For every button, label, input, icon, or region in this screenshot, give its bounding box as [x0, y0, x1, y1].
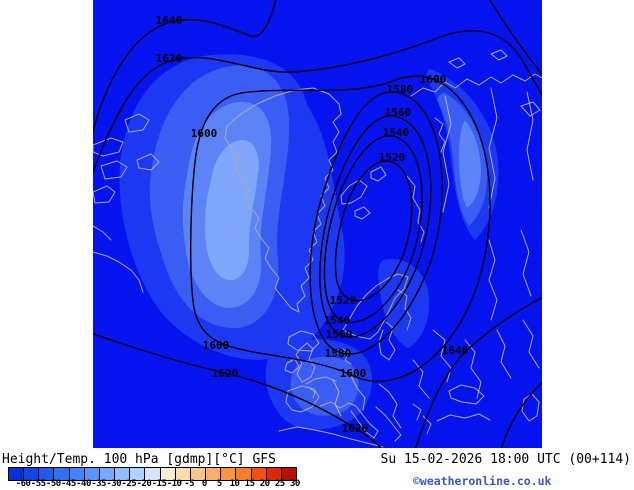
scale-cell [190, 468, 207, 480]
scale-label: -10 [166, 479, 182, 489]
contour-label: 1580 [387, 83, 414, 96]
contour-1620-north [93, 30, 542, 174]
contour-label: 1540 [324, 314, 351, 327]
contour-label: 1580 [325, 347, 352, 360]
coastline-novaya-zemlya [406, 175, 425, 243]
scale-label: -40 [76, 479, 91, 489]
shade-band [459, 120, 481, 208]
scale-label: -5 [184, 479, 195, 489]
scale-label: 25 [274, 479, 285, 489]
scale-cell [130, 468, 146, 480]
contour-1640-northeast [489, 0, 542, 76]
map-svg: 1640162016001580156015401520160015201540… [93, 0, 542, 448]
contour-labels-layer: 1640162016001580156015401520160015201540… [156, 14, 469, 435]
contour-1540 [323, 135, 423, 324]
scale-cell [115, 468, 131, 480]
scale-label: -35 [91, 479, 106, 489]
shading-layer [119, 54, 499, 430]
scale-cell [206, 468, 222, 480]
scale-label: -15 [151, 479, 167, 489]
contour-label: 1640 [156, 14, 183, 27]
shade-band [205, 140, 259, 281]
scale-label: -55 [30, 479, 46, 489]
scale-cell [175, 468, 191, 480]
contour-1660-southeast [500, 381, 542, 448]
scale-cell [9, 468, 25, 480]
contour-1640-southeast [414, 296, 542, 448]
coastline-arctic-islands [93, 113, 160, 204]
contour-label: 1600 [203, 339, 230, 352]
scale-label: -30 [106, 479, 122, 489]
timestamp: Su 15-02-2026 18:00 UTC (00+114) [380, 452, 631, 467]
scale-label: -25 [121, 479, 137, 489]
coastline-canada [93, 225, 144, 293]
scale-label: -20 [136, 479, 152, 489]
color-scale-bar [8, 467, 297, 481]
scale-cell [221, 468, 237, 480]
coastline-layer [93, 49, 542, 448]
contour-label: 1520 [379, 151, 406, 164]
scale-cell [39, 468, 55, 480]
contour-label: 1560 [326, 328, 353, 341]
copyright: ©weatheronline.co.uk [413, 474, 552, 488]
scale-label: 30 [289, 479, 300, 489]
contour-1640-north [93, 0, 277, 134]
scale-label: 5 [216, 479, 222, 489]
contour-label: 1620 [212, 367, 239, 380]
color-scale-labels: -60 -55 -50 -45 -40 -35 -30 -25 -20 -15 -10 -5 0 5 10 1… [0, 479, 634, 490]
contour-label: 1520 [330, 294, 357, 307]
contour-label: 1600 [340, 367, 367, 380]
contour-label: 1560 [385, 106, 412, 119]
scale-cell [160, 468, 176, 480]
scale-cell [84, 468, 100, 480]
scale-label: 10 [229, 479, 240, 489]
contour-layer [93, 0, 542, 448]
scale-cell [54, 468, 70, 480]
contour-1520 [334, 160, 413, 302]
scale-label: 15 [244, 479, 255, 489]
scale-label: -50 [45, 479, 61, 489]
scale-cell [69, 468, 85, 480]
contour-1580 [309, 91, 443, 355]
coastline-russia-arctic [410, 49, 542, 153]
coastline-france [305, 348, 352, 399]
contour-1620-south [93, 333, 383, 448]
country-borders [332, 87, 540, 429]
contour-1560 [319, 115, 432, 338]
coastline-black-sea [448, 384, 485, 405]
contour-label: 1540 [383, 126, 410, 139]
scale-cell [145, 468, 161, 480]
contour-label: 1620 [156, 52, 183, 65]
contour-label: 1600 [420, 73, 447, 86]
coastline-greenland [224, 87, 342, 313]
scale-cell [24, 468, 40, 480]
contour-label: 1640 [442, 344, 469, 357]
scale-label: 0 [201, 479, 207, 489]
contour-1600 [190, 75, 491, 382]
scale-cell [281, 468, 296, 480]
contour-label: 1600 [191, 127, 218, 140]
weather-map: 1640 1620 1600 1580 1560 1540 1520 1600 1520 1540… [93, 0, 542, 448]
scale-cell [266, 468, 282, 480]
scale-cell [236, 468, 252, 480]
scale-cell [99, 468, 116, 480]
coastline-iberia [285, 385, 320, 413]
scale-label: -60 [15, 479, 31, 489]
contour-label: 1620 [342, 422, 369, 435]
coastline-mediterranean [278, 401, 491, 448]
scale-label: -45 [61, 479, 76, 489]
coastline-iceland [287, 330, 320, 352]
map-title: Height/Temp. 100 hPa [gdmp][°C] GFS [2, 452, 276, 467]
coastline-svalbard [340, 166, 387, 220]
scale-cell [251, 468, 267, 480]
scale-label: 20 [259, 479, 270, 489]
